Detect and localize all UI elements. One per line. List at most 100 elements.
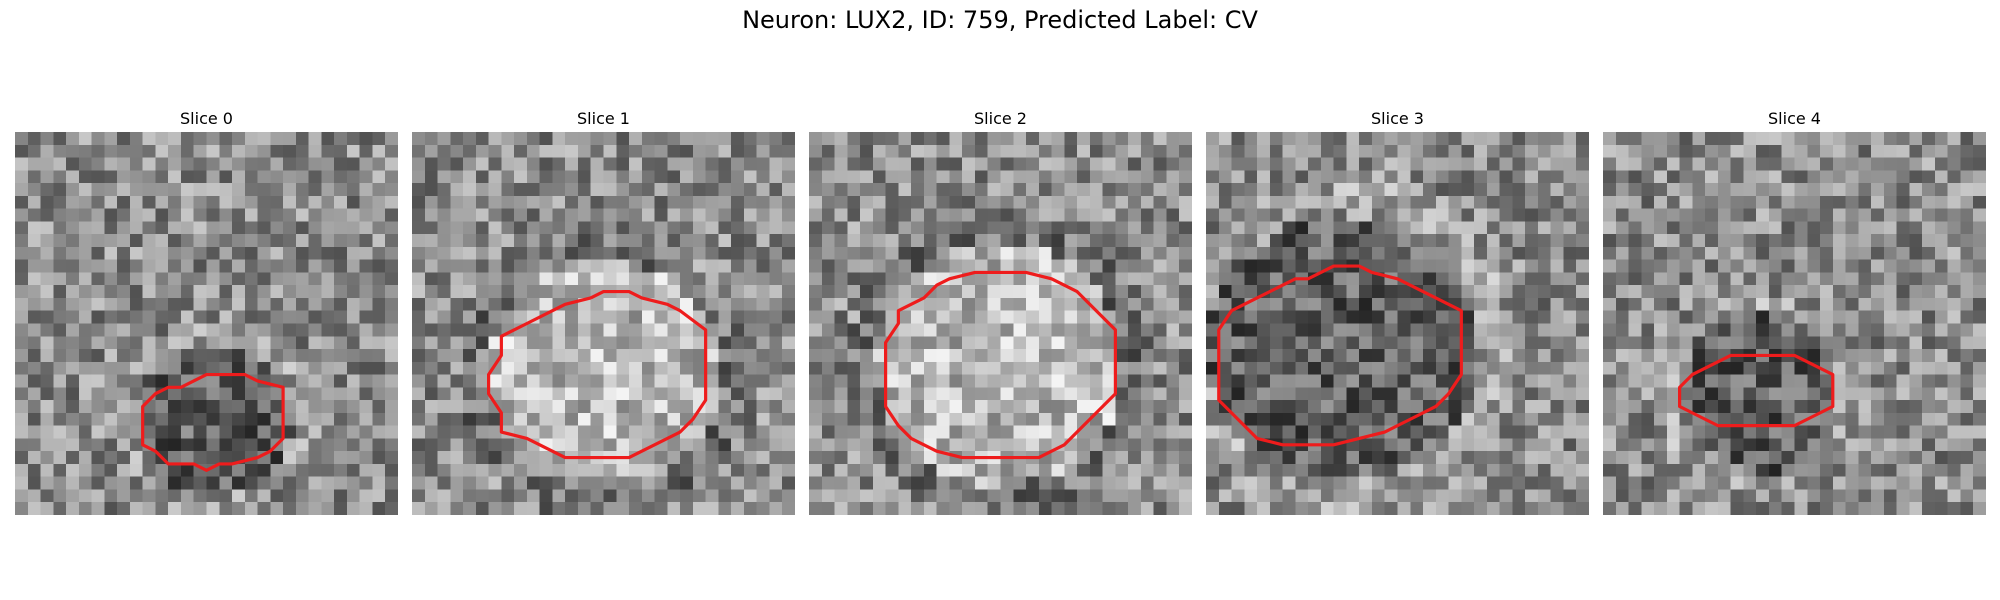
pixel <box>1717 336 1731 350</box>
pixel <box>475 234 489 247</box>
pixel <box>1641 246 1655 260</box>
pixel <box>475 195 489 209</box>
pixel <box>1947 400 1961 413</box>
pixel <box>1461 144 1475 158</box>
pixel <box>1000 259 1014 273</box>
pixel <box>1550 285 1564 298</box>
pixel <box>923 463 937 477</box>
pixel <box>1628 323 1642 337</box>
pixel <box>923 221 937 235</box>
pixel <box>1089 246 1103 260</box>
pixel <box>244 170 258 184</box>
pixel <box>526 234 540 247</box>
pixel <box>129 349 143 362</box>
pixel <box>654 195 668 209</box>
pixel <box>1781 310 1795 324</box>
pixel <box>1333 195 1347 209</box>
pixel <box>1166 438 1180 452</box>
pixel <box>1051 349 1065 362</box>
pixel <box>334 412 347 426</box>
pixel <box>372 463 386 477</box>
pixel <box>372 349 386 362</box>
pixel <box>1051 502 1065 515</box>
pixel <box>1512 234 1526 247</box>
pixel <box>1153 463 1167 477</box>
pixel <box>1397 387 1411 401</box>
pixel <box>1730 463 1744 477</box>
pixel <box>232 412 245 426</box>
pixel <box>1269 425 1283 439</box>
pixel <box>437 387 451 401</box>
pixel-grid <box>1603 132 1986 515</box>
pixel <box>1615 234 1629 247</box>
pixel <box>104 412 118 426</box>
pixel <box>1410 221 1424 235</box>
pixel <box>1333 157 1347 171</box>
pixel <box>654 234 668 247</box>
pixel <box>232 183 245 196</box>
pixel <box>129 412 143 426</box>
pixel <box>1871 310 1884 324</box>
pixel <box>1692 170 1706 184</box>
pixel <box>1576 246 1589 260</box>
pixel <box>847 183 861 196</box>
pixel <box>1705 425 1718 439</box>
pixel <box>1026 387 1039 401</box>
pixel <box>1615 132 1629 145</box>
pixel <box>463 349 476 362</box>
pixel <box>450 374 464 388</box>
pixel <box>821 183 835 196</box>
pixel <box>1615 336 1629 350</box>
pixel <box>552 336 566 350</box>
pixel <box>40 195 54 209</box>
pixel <box>15 336 28 350</box>
pixel <box>539 234 553 247</box>
pixel <box>1666 285 1680 298</box>
pixel <box>1269 336 1283 350</box>
pixel <box>514 310 527 324</box>
pixel <box>1730 451 1744 464</box>
pixel <box>1641 438 1655 452</box>
pixel <box>590 336 604 350</box>
pixel <box>1128 144 1141 158</box>
pixel <box>821 234 835 247</box>
pixel <box>1922 132 1935 145</box>
pixel <box>1077 361 1090 375</box>
pixel <box>206 374 220 388</box>
pixel <box>1461 310 1475 324</box>
pixel <box>1512 323 1526 337</box>
pixel <box>514 144 527 158</box>
pixel <box>1756 221 1769 235</box>
pixel <box>1346 272 1360 286</box>
pixel <box>1807 259 1821 273</box>
pixel <box>1525 336 1538 350</box>
pixel <box>1448 323 1462 337</box>
pixel <box>1705 132 1718 145</box>
pixel <box>872 438 886 452</box>
pixel <box>641 234 655 247</box>
pixel <box>1666 272 1680 286</box>
pixel <box>911 502 924 515</box>
pixel <box>514 361 527 375</box>
pixel <box>1077 259 1090 273</box>
pixel <box>437 425 451 439</box>
pixel <box>1563 502 1577 515</box>
pixel <box>962 246 975 260</box>
pixel <box>372 208 386 222</box>
pixel <box>155 132 169 145</box>
pixel <box>834 502 848 515</box>
pixel <box>257 259 271 273</box>
pixel <box>654 285 668 298</box>
pixel <box>641 170 655 184</box>
pixel <box>667 412 681 426</box>
pixel <box>257 438 271 452</box>
pixel <box>1140 195 1154 209</box>
pixel <box>1692 476 1706 490</box>
pixel <box>1615 272 1629 286</box>
pixel <box>1320 502 1334 515</box>
pixel <box>809 336 822 350</box>
pixel <box>1115 425 1129 439</box>
pixel <box>1641 272 1655 286</box>
pixel <box>283 425 296 439</box>
pixel <box>206 259 220 273</box>
